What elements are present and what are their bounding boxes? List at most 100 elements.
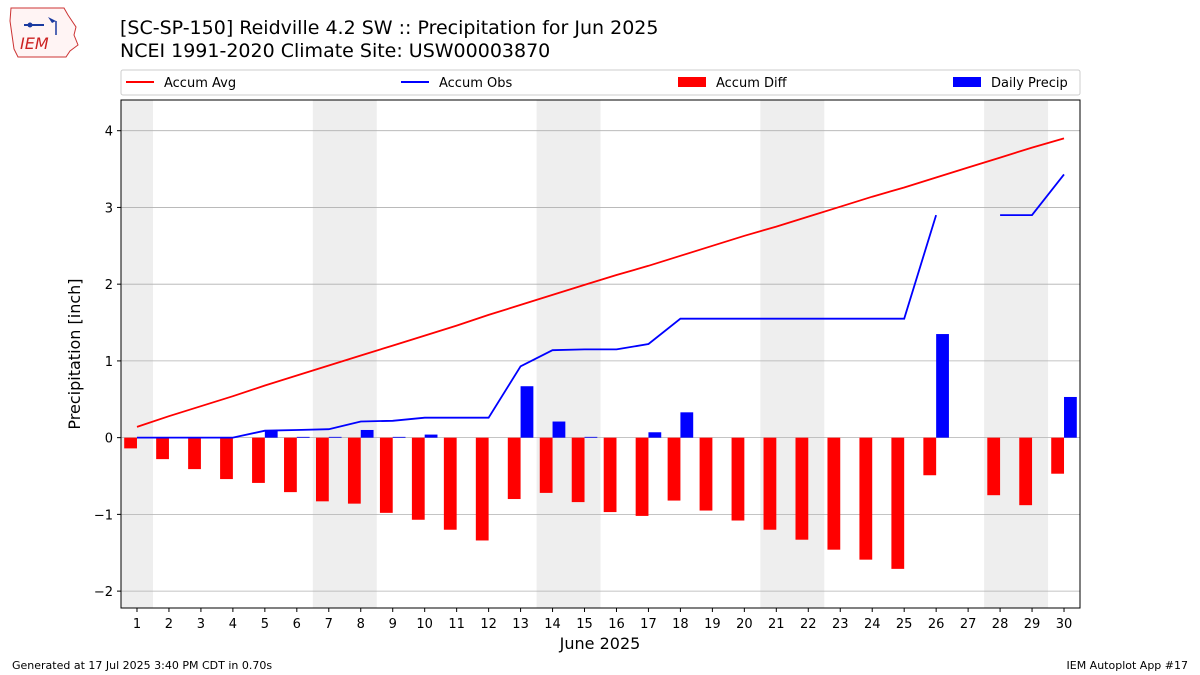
x-tick-label: 25	[896, 617, 913, 632]
y-tick-label: 3	[105, 201, 113, 216]
x-tick-label: 2	[165, 617, 173, 632]
legend-label: Accum Diff	[716, 76, 788, 91]
x-tick-label: 1	[133, 617, 141, 632]
legend-item: Daily Precip	[953, 76, 1068, 91]
daily-precip-bar	[424, 434, 438, 438]
accum-diff-bar	[667, 437, 681, 501]
legend-bar-swatch	[953, 77, 981, 87]
daily-precip-bar	[1064, 396, 1077, 438]
accum-diff-bar	[859, 437, 873, 560]
accum-obs-line	[137, 173, 1065, 439]
x-tick-label: 13	[512, 617, 529, 632]
accum-diff-bar	[315, 437, 329, 502]
accum-diff-bar	[603, 437, 617, 513]
footer-generated: Generated at 17 Jul 2025 3:40 PM CDT in …	[12, 659, 273, 672]
x-tick-label: 27	[960, 617, 977, 632]
accum-diff-bar	[379, 437, 393, 513]
x-tick-label: 6	[293, 617, 301, 632]
accum-diff-bar	[987, 437, 1001, 496]
legend-label: Daily Precip	[991, 76, 1068, 91]
legend-item: Accum Avg	[126, 76, 236, 91]
y-tick-label: −2	[94, 585, 113, 600]
legend-item: Accum Obs	[401, 76, 512, 91]
accum-diff-bar	[539, 437, 553, 493]
x-tick-label: 22	[800, 617, 817, 632]
x-tick-label: 11	[448, 617, 465, 632]
y-tick-label: 0	[105, 432, 113, 447]
x-tick-label: 5	[261, 617, 269, 632]
x-tick-label: 9	[389, 617, 397, 632]
accum-diff-bar	[1019, 437, 1033, 506]
accum-diff-bar	[411, 437, 425, 520]
y-tick-label: 2	[105, 278, 113, 293]
accum-diff-bar	[1051, 437, 1065, 474]
x-tick-label: 8	[357, 617, 365, 632]
weekend-shade	[536, 100, 601, 608]
weekend-shade	[760, 100, 825, 608]
x-tick-label: 16	[608, 617, 625, 632]
daily-precip-bar	[520, 386, 534, 438]
daily-precip-bar	[360, 429, 374, 438]
accum-diff-bar	[475, 437, 489, 541]
legend-label: Accum Obs	[439, 76, 512, 91]
x-tick-label: 15	[576, 617, 593, 632]
x-tick-label: 4	[229, 617, 237, 632]
x-tick-label: 18	[672, 617, 689, 632]
x-tick-label: 29	[1024, 617, 1041, 632]
legend: Accum Avg Accum Obs Accum Diff Daily Precip	[120, 69, 1081, 96]
weekend-shade	[984, 100, 1049, 608]
daily-precip-bar	[584, 436, 598, 438]
accum-diff-bar	[827, 437, 841, 550]
x-tick-label: 7	[325, 617, 333, 632]
footer-app: IEM Autoplot App #17	[1066, 659, 1189, 672]
y-axis-label: Precipitation [inch]	[65, 278, 84, 429]
accum-diff-bar	[635, 437, 649, 516]
x-tick-label: 20	[736, 617, 753, 632]
x-tick-label: 28	[992, 617, 1009, 632]
accum-diff-bar	[923, 437, 937, 476]
legend-box	[120, 69, 1081, 96]
accum-diff-bar	[347, 437, 361, 504]
y-tick-label: 4	[105, 125, 113, 140]
accum-diff-bar	[156, 437, 169, 460]
accum-diff-bar	[220, 437, 233, 480]
x-tick-label: 19	[704, 617, 721, 632]
y-tick-label: 1	[105, 355, 113, 370]
x-tick-label: 30	[1056, 617, 1073, 632]
accum-diff-bar	[763, 437, 777, 530]
legend-label: Accum Avg	[164, 76, 236, 91]
accum-diff-bar	[124, 437, 137, 449]
legend-bar-swatch	[678, 77, 706, 87]
weekend-shade	[121, 100, 153, 608]
daily-precip-bar	[552, 421, 566, 438]
accum-diff-bar	[731, 437, 745, 521]
x-tick-label: 24	[864, 617, 881, 632]
daily-precip-bar	[328, 436, 342, 438]
x-tick-label: 14	[544, 617, 561, 632]
accum-diff-bar	[188, 437, 201, 470]
accum-diff-bar	[891, 437, 905, 569]
legend-item: Accum Diff	[678, 76, 788, 91]
x-tick-label: 10	[416, 617, 433, 632]
plot-frame	[120, 99, 1081, 609]
daily-precip-bar	[936, 334, 949, 438]
accum-diff-bar	[252, 437, 265, 483]
accum-diff-bar	[284, 437, 297, 493]
daily-precip-bar	[264, 430, 278, 438]
chart-subtitle: NCEI 1991-2020 Climate Site: USW00003870	[120, 40, 551, 62]
daily-precip-bar	[296, 436, 310, 438]
x-tick-label: 21	[768, 617, 785, 632]
iem-logo: IEM	[8, 5, 80, 59]
y-tick-label: −1	[94, 508, 113, 523]
x-tick-label: 23	[832, 617, 849, 632]
accum-diff-bar	[699, 437, 713, 511]
x-tick-label: 26	[928, 617, 945, 632]
x-axis-label: June 2025	[559, 634, 641, 653]
x-tick-label: 3	[197, 617, 205, 632]
x-tick-label: 17	[640, 617, 657, 632]
accum-diff-bar	[507, 437, 521, 500]
chart-title: [SC-SP-150] Reidville 4.2 SW :: Precipit…	[120, 17, 659, 39]
svg-text:IEM: IEM	[20, 34, 49, 53]
